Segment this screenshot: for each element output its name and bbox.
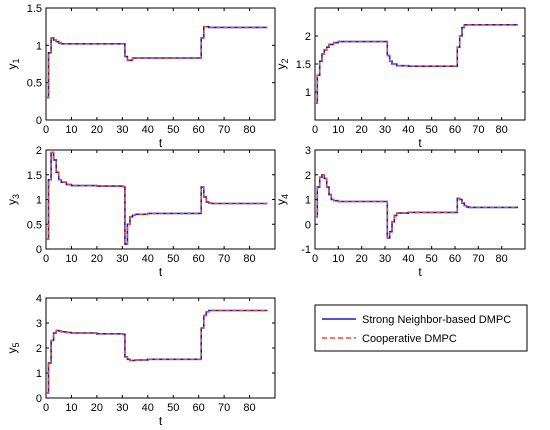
legend-label-strong-neighbor: Strong Neighbor-based DMPC bbox=[362, 314, 511, 326]
y-tick-label: 0.5 bbox=[27, 219, 42, 231]
x-tick-label: 20 bbox=[356, 124, 368, 136]
x-tick-label: 40 bbox=[402, 124, 414, 136]
x-tick-label: 80 bbox=[243, 253, 255, 265]
y-axis-label: y1 bbox=[5, 58, 21, 69]
y-tick-label: 0 bbox=[36, 115, 42, 127]
x-tick-label: 30 bbox=[379, 124, 391, 136]
x-tick-label: 20 bbox=[91, 402, 103, 414]
x-tick-label: 0 bbox=[43, 124, 49, 136]
subplot-y5: 0 10 20 30 40 50 60 70 80 0 1 2 3 4 t y5 bbox=[5, 293, 276, 428]
x-tick-label: 60 bbox=[193, 402, 205, 414]
x-tick-label: 60 bbox=[193, 124, 205, 136]
x-tick-label: 80 bbox=[496, 253, 508, 265]
series-line-cooperative bbox=[46, 309, 268, 394]
x-tick-label: 60 bbox=[449, 253, 461, 265]
x-tick-label: 70 bbox=[218, 124, 230, 136]
x-tick-label: 70 bbox=[472, 253, 484, 265]
x-tick-label: 70 bbox=[218, 253, 230, 265]
subplot-y3: 0 10 20 30 40 50 60 70 80 0 0.5 1 1.5 2 t y3 bbox=[5, 145, 276, 279]
axes-frame bbox=[45, 149, 276, 250]
legend-box: Strong Neighbor-based DMPC Cooperative D… bbox=[314, 304, 528, 352]
x-axis-label: t bbox=[418, 136, 422, 150]
x-tick-label: 50 bbox=[426, 124, 438, 136]
y-tick-label: 0 bbox=[36, 244, 42, 256]
x-tick-label: 30 bbox=[116, 402, 128, 414]
y-tick-label: 1.5 bbox=[27, 170, 42, 182]
axes-frame bbox=[314, 7, 526, 121]
x-tick-label: 30 bbox=[116, 124, 128, 136]
x-tick-label: 80 bbox=[496, 124, 508, 136]
x-tick-label: 50 bbox=[167, 253, 179, 265]
x-tick-label: 50 bbox=[167, 402, 179, 414]
legend-frame bbox=[314, 304, 528, 352]
y-tick-label: 1 bbox=[36, 40, 42, 52]
x-tick-label: 40 bbox=[142, 402, 154, 414]
y-tick-label: 0 bbox=[305, 219, 311, 231]
y-tick-label: 1.5 bbox=[296, 59, 311, 71]
y-axis-label: y2 bbox=[274, 58, 290, 69]
series-line-cooperative bbox=[315, 24, 518, 104]
y-axis-label: y3 bbox=[5, 194, 21, 205]
x-tick-label: 30 bbox=[116, 253, 128, 265]
y-tick-label: 2 bbox=[305, 170, 311, 182]
x-tick-label: 50 bbox=[167, 124, 179, 136]
x-tick-label: 20 bbox=[91, 124, 103, 136]
subplot-y2: 0 10 20 30 40 50 60 70 80 1 1.5 2 t y2 bbox=[274, 7, 526, 150]
y-tick-label: 1 bbox=[305, 195, 311, 207]
y-tick-label: 1 bbox=[36, 368, 42, 380]
y-tick-label: 2 bbox=[305, 31, 311, 43]
axes-frame bbox=[45, 7, 276, 121]
x-tick-label: 50 bbox=[426, 253, 438, 265]
x-tick-label: 70 bbox=[218, 402, 230, 414]
x-tick-label: 0 bbox=[312, 124, 318, 136]
y-tick-label: 0.5 bbox=[27, 78, 42, 90]
x-axis-label: t bbox=[159, 414, 163, 428]
series-line-cooperative bbox=[315, 174, 518, 239]
x-tick-label: 30 bbox=[379, 253, 391, 265]
x-tick-label: 20 bbox=[356, 253, 368, 265]
series-line-cooperative bbox=[46, 26, 268, 99]
x-tick-label: 10 bbox=[332, 124, 344, 136]
x-tick-label: 10 bbox=[332, 253, 344, 265]
x-axis-label: t bbox=[159, 265, 163, 279]
x-axis-label: t bbox=[418, 265, 422, 279]
x-tick-label: 40 bbox=[402, 253, 414, 265]
x-axis-label: t bbox=[159, 136, 163, 150]
y-tick-label: 1.5 bbox=[27, 3, 42, 15]
x-tick-label: 10 bbox=[65, 124, 77, 136]
x-tick-label: 80 bbox=[243, 402, 255, 414]
series-line-strong-neighbor bbox=[46, 151, 268, 245]
y-tick-label: 3 bbox=[305, 145, 311, 157]
axes-frame bbox=[45, 297, 276, 399]
x-tick-label: 40 bbox=[142, 124, 154, 136]
x-tick-label: 80 bbox=[243, 124, 255, 136]
x-tick-label: 60 bbox=[193, 253, 205, 265]
x-tick-label: 10 bbox=[65, 253, 77, 265]
y-tick-label: 2 bbox=[36, 343, 42, 355]
x-tick-label: 70 bbox=[472, 124, 484, 136]
x-tick-label: 60 bbox=[449, 124, 461, 136]
subplot-y1: 0 10 20 30 40 50 60 70 80 0 0.5 1 1.5 t y1 bbox=[5, 3, 276, 150]
x-tick-label: 0 bbox=[43, 253, 49, 265]
legend-label-cooperative: Cooperative DMPC bbox=[362, 333, 457, 345]
x-tick-label: 10 bbox=[65, 402, 77, 414]
y-tick-label: 1 bbox=[36, 195, 42, 207]
x-tick-label: 20 bbox=[91, 253, 103, 265]
axes-frame bbox=[314, 149, 526, 250]
x-tick-label: 0 bbox=[312, 253, 318, 265]
y-tick-label: -1 bbox=[301, 244, 311, 256]
y-tick-label: 1 bbox=[305, 87, 311, 99]
x-tick-label: 40 bbox=[142, 253, 154, 265]
y-tick-label: 0 bbox=[36, 393, 42, 405]
x-tick-label: 0 bbox=[43, 402, 49, 414]
y-tick-label: 3 bbox=[36, 318, 42, 330]
y-axis-label: y5 bbox=[5, 342, 21, 353]
y-tick-label: 2 bbox=[36, 145, 42, 157]
y-axis-label: y4 bbox=[274, 194, 290, 205]
y-tick-label: 4 bbox=[36, 293, 42, 305]
